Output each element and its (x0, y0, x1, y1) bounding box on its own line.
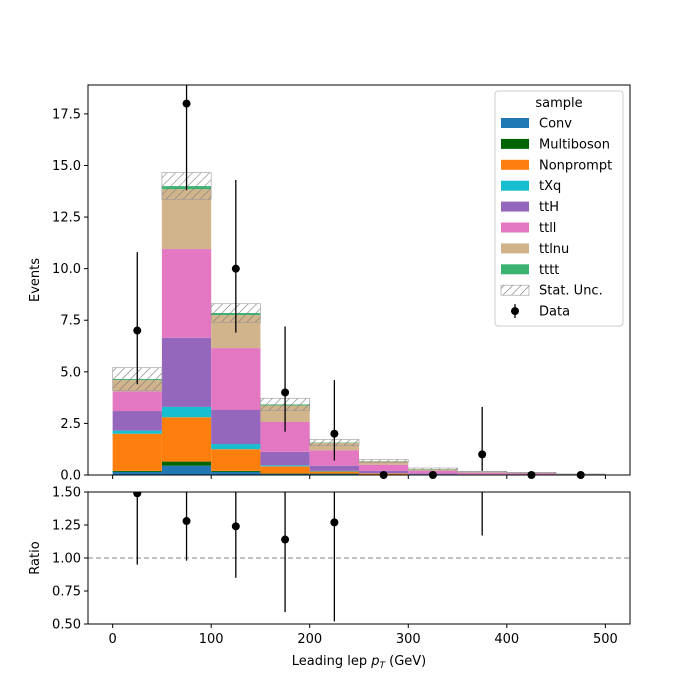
bar-multiboson (112, 470, 162, 472)
bar-nonprompt (211, 449, 261, 471)
bar-ttll (359, 464, 409, 471)
bar-tth (161, 337, 212, 407)
bar-txq (260, 465, 310, 467)
ratio-point (281, 535, 290, 544)
legend-label-conv: Conv (539, 117, 572, 132)
legend-swatch-nonprompt (501, 159, 529, 170)
data-point (133, 326, 142, 335)
bar-txq (112, 430, 162, 434)
legend-label-ttlnu: ttlnu (539, 242, 569, 257)
data-point (478, 450, 487, 459)
legend-swatch-ttlnu (501, 243, 529, 254)
legend-label-ttll: ttll (539, 221, 556, 236)
bar-tth (260, 451, 310, 466)
ratio-points (133, 492, 483, 622)
bar-tth (309, 465, 359, 471)
legend-title: sample (535, 96, 582, 111)
ratio-y-tick-label: 0.50 (52, 618, 81, 633)
data-point (281, 388, 290, 397)
main-y-tick-label: 5.0 (60, 365, 81, 380)
x-tick-label: 500 (593, 632, 618, 647)
x-tick-label: 400 (494, 632, 519, 647)
ratio-point (133, 492, 142, 498)
ratio-y-axis-label: Ratio (28, 541, 43, 574)
main-y-tick-label: 12.5 (52, 211, 81, 226)
bar-conv (260, 473, 310, 475)
ratio-point (182, 517, 191, 526)
bar-txq (211, 444, 261, 450)
ratio-y-tick-label: 1.50 (52, 486, 81, 501)
ratio-panel: 0.50 0.75 1.00 1.25 1.50 0 100 200 300 400 500 (52, 486, 631, 647)
bar-tth (112, 411, 162, 431)
main-y-tick-label: 0.0 (60, 469, 81, 484)
main-y-tick-label: 10.0 (52, 262, 81, 277)
bar-conv (161, 465, 212, 475)
legend-swatch-multiboson (501, 138, 529, 149)
x-tick-label: 0 (108, 632, 116, 647)
ratio-y-tick-label: 0.75 (52, 585, 81, 600)
main-panel: 0.0 2.5 5.0 7.5 10.0 12.5 15.0 17.5 (52, 84, 631, 484)
bar-nonprompt (112, 433, 162, 471)
bar-nonprompt (161, 417, 212, 462)
legend-swatch-conv (501, 118, 529, 128)
bar-conv (309, 473, 359, 475)
legend-label-tth: ttH (539, 200, 559, 215)
stat-unc-band (358, 459, 409, 463)
ratio-point (231, 522, 240, 531)
bar-multiboson (211, 470, 261, 472)
bar-ttll (112, 391, 162, 412)
bar-txq (309, 470, 359, 472)
stat-unc-band (457, 470, 508, 473)
main-y-tick-label: 7.5 (60, 314, 81, 329)
stat-unc-band (407, 467, 458, 471)
bar-nonprompt (260, 466, 310, 474)
data-point (182, 99, 191, 108)
main-y-axis-label: Events (28, 258, 43, 302)
legend-swatch-stat-unc (500, 284, 530, 296)
ratio-point (330, 518, 339, 527)
bar-ttll (211, 348, 261, 410)
bar-ttlnu (359, 461, 409, 465)
x-tick-label: 300 (396, 632, 421, 647)
bar-ttll (161, 249, 212, 338)
legend-swatch-tttt (501, 264, 529, 275)
bar-nonprompt (309, 471, 359, 474)
legend-swatch-txq (501, 180, 529, 191)
data-point (330, 429, 339, 438)
legend-label-multiboson: Multiboson (539, 137, 610, 152)
legend-swatch-tth (501, 201, 529, 212)
ratio-y-tick-label: 1.00 (52, 552, 81, 567)
main-axes-frame (87, 84, 631, 476)
legend-label-nonprompt: Nonprompt (539, 158, 612, 173)
x-tick-label: 100 (199, 632, 224, 647)
bar-multiboson (161, 461, 212, 466)
data-point (231, 264, 240, 273)
bar-ttll (457, 472, 507, 475)
legend-data-marker (511, 307, 519, 316)
legend-label-stat-unc: Stat. Unc. (539, 284, 603, 299)
x-tick-label: 200 (297, 632, 322, 647)
legend-label-data: Data (539, 305, 570, 320)
bar-conv (112, 471, 162, 475)
bar-txq (161, 406, 212, 418)
legend: sample Conv Multiboson Nonprompt tXq ttH ttll t… (494, 90, 624, 327)
legend-swatch-ttll (501, 222, 529, 233)
x-axis-label: Leading lep pT (GeV) (292, 654, 426, 671)
bar-tth (211, 410, 261, 445)
ratio-y-tick-label: 1.25 (52, 519, 81, 534)
bar-conv (211, 471, 261, 475)
legend-label-tttt: tttt (539, 263, 559, 278)
legend-label-txq: tXq (539, 179, 561, 194)
main-y-tick-label: 2.5 (60, 417, 81, 432)
main-y-tick-label: 15.0 (52, 159, 81, 174)
main-y-tick-label: 17.5 (52, 107, 81, 122)
